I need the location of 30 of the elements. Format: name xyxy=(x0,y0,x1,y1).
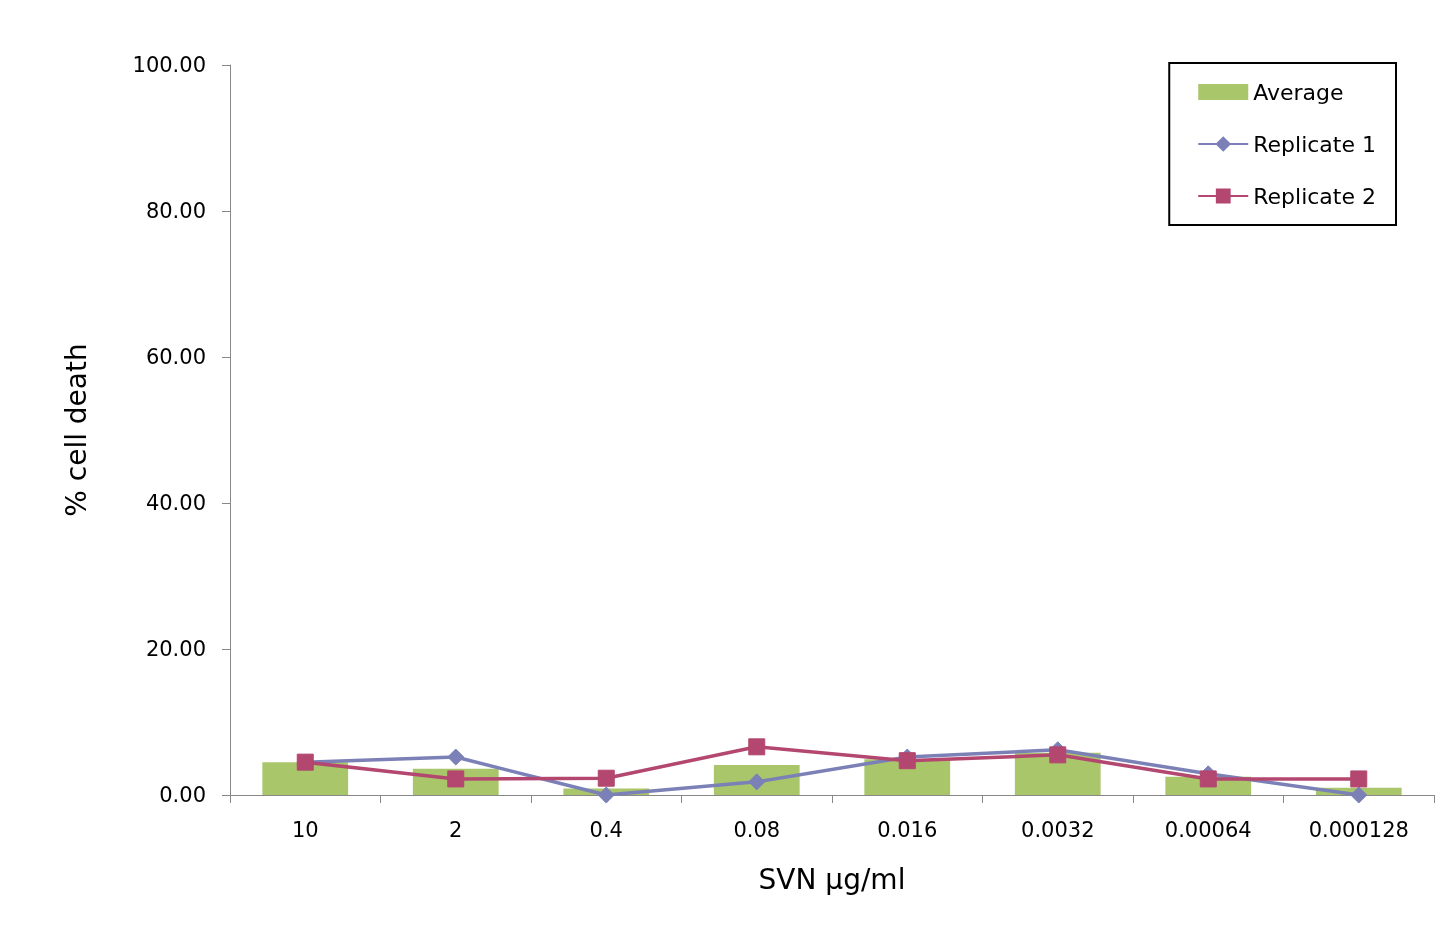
x-tick-label: 0.0032 xyxy=(1021,817,1095,842)
x-tick-label: 10 xyxy=(291,817,319,842)
x-tick-label: 0.00064 xyxy=(1164,817,1252,842)
y-tick-label: 60.00 xyxy=(145,345,206,369)
point xyxy=(597,769,615,787)
x-tick-label: 2 xyxy=(449,817,463,842)
point xyxy=(1199,770,1217,788)
y-axis-title: % cell death xyxy=(59,343,93,517)
y-tick-label: 0.00 xyxy=(159,783,206,807)
point xyxy=(1049,746,1067,764)
legend-label: Average xyxy=(1253,79,1344,105)
y-tick-label: 80.00 xyxy=(145,199,206,223)
y-tick-label: 40.00 xyxy=(145,491,206,515)
x-tick-label: 0.000128 xyxy=(1308,817,1409,842)
point xyxy=(447,770,465,788)
point xyxy=(898,752,916,770)
x-tick-label: 0.016 xyxy=(877,817,938,842)
y-tick-label: 20.00 xyxy=(145,637,206,661)
x-tick-label: 0.4 xyxy=(589,817,623,842)
point xyxy=(1350,786,1368,804)
point xyxy=(748,773,766,791)
legend-label: Replicate 2 xyxy=(1253,183,1377,209)
x-tick-label: 0.08 xyxy=(733,817,781,842)
point xyxy=(597,786,615,804)
point xyxy=(447,748,465,766)
x-axis-title: SVN µg/ml xyxy=(758,862,906,896)
point xyxy=(748,738,766,756)
point xyxy=(1350,770,1368,788)
y-tick-label: 100.00 xyxy=(132,53,206,77)
legend-label: Replicate 1 xyxy=(1253,131,1377,157)
